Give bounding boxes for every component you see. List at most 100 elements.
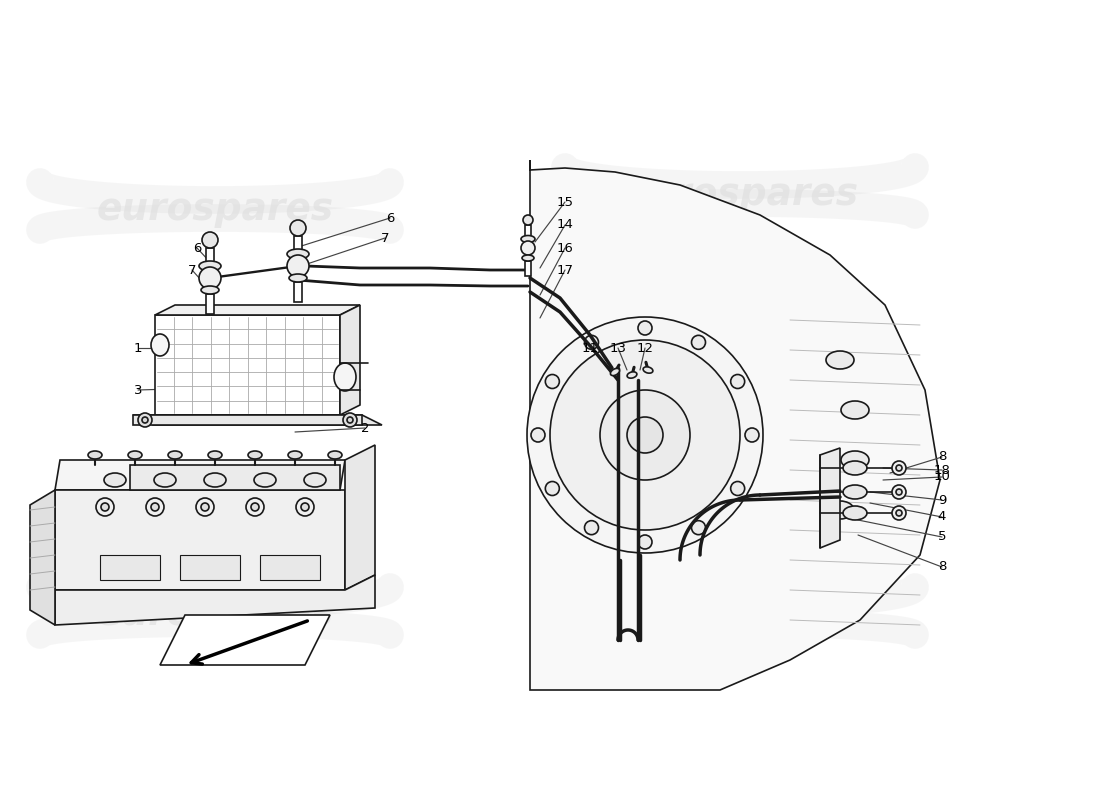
Circle shape [199, 267, 221, 289]
Text: 4: 4 [938, 510, 946, 523]
Ellipse shape [287, 249, 309, 259]
Bar [294, 282, 302, 302]
Circle shape [521, 241, 535, 255]
Text: eurospares: eurospares [621, 177, 859, 213]
Circle shape [546, 374, 559, 389]
Text: eurospares: eurospares [97, 192, 333, 228]
Circle shape [101, 503, 109, 511]
Text: 10: 10 [934, 470, 950, 483]
Ellipse shape [644, 367, 653, 373]
Circle shape [627, 417, 663, 453]
Ellipse shape [522, 255, 534, 261]
Circle shape [96, 498, 114, 516]
Circle shape [151, 503, 160, 511]
Ellipse shape [151, 334, 169, 356]
Polygon shape [340, 305, 360, 415]
Bar [206, 294, 214, 314]
Circle shape [896, 465, 902, 471]
Bar [155, 315, 340, 415]
Ellipse shape [842, 451, 869, 469]
Bar [133, 415, 362, 425]
Circle shape [550, 340, 740, 530]
Text: 3: 3 [134, 383, 142, 397]
Ellipse shape [334, 363, 356, 391]
Circle shape [301, 503, 309, 511]
Text: eurospares: eurospares [97, 597, 333, 633]
Polygon shape [155, 305, 360, 315]
Text: 14: 14 [557, 218, 573, 231]
Ellipse shape [328, 451, 342, 459]
Circle shape [896, 489, 902, 495]
Polygon shape [55, 490, 345, 590]
Circle shape [730, 374, 745, 389]
Text: 5: 5 [937, 530, 946, 543]
Circle shape [343, 413, 358, 427]
Circle shape [730, 482, 745, 495]
Polygon shape [820, 448, 840, 548]
Circle shape [892, 506, 906, 520]
Text: 6: 6 [192, 242, 201, 254]
Circle shape [522, 215, 534, 225]
Text: 13: 13 [609, 342, 627, 354]
Ellipse shape [254, 473, 276, 487]
Text: 17: 17 [557, 263, 573, 277]
Ellipse shape [168, 451, 182, 459]
Circle shape [246, 498, 264, 516]
Ellipse shape [154, 473, 176, 487]
Circle shape [692, 521, 705, 534]
Ellipse shape [88, 451, 102, 459]
Text: 15: 15 [557, 195, 573, 209]
Ellipse shape [204, 473, 226, 487]
Circle shape [638, 321, 652, 335]
Circle shape [142, 417, 148, 423]
Ellipse shape [104, 473, 126, 487]
Ellipse shape [826, 351, 854, 369]
Circle shape [584, 335, 598, 350]
Ellipse shape [201, 286, 219, 294]
Text: 9: 9 [938, 494, 946, 506]
Polygon shape [130, 465, 340, 490]
Ellipse shape [627, 372, 637, 378]
Bar [100, 555, 160, 580]
Ellipse shape [288, 451, 302, 459]
Bar [525, 225, 531, 239]
Bar [206, 248, 214, 266]
Ellipse shape [843, 461, 867, 475]
Circle shape [202, 232, 218, 248]
Text: 2: 2 [361, 422, 370, 434]
Circle shape [251, 503, 258, 511]
Circle shape [892, 485, 906, 499]
Ellipse shape [289, 274, 307, 282]
Circle shape [527, 317, 763, 553]
Text: 11: 11 [582, 342, 598, 354]
Circle shape [201, 503, 209, 511]
Bar [294, 236, 302, 254]
Ellipse shape [304, 473, 326, 487]
Text: 8: 8 [938, 561, 946, 574]
Circle shape [146, 498, 164, 516]
Polygon shape [345, 445, 375, 590]
Ellipse shape [842, 401, 869, 419]
Ellipse shape [248, 451, 262, 459]
Polygon shape [55, 575, 375, 625]
Bar [260, 555, 320, 580]
Circle shape [896, 510, 902, 516]
Ellipse shape [843, 506, 867, 520]
Circle shape [692, 335, 705, 350]
Circle shape [892, 461, 906, 475]
Ellipse shape [208, 451, 222, 459]
Ellipse shape [843, 485, 867, 499]
Text: 18: 18 [934, 463, 950, 477]
Ellipse shape [199, 261, 221, 271]
Circle shape [638, 535, 652, 549]
Ellipse shape [521, 235, 535, 242]
Circle shape [138, 413, 152, 427]
Bar [525, 261, 531, 276]
Polygon shape [30, 490, 55, 625]
Polygon shape [133, 415, 382, 425]
Circle shape [346, 417, 353, 423]
Ellipse shape [826, 501, 854, 519]
Text: 12: 12 [637, 342, 653, 354]
Polygon shape [530, 160, 940, 690]
Circle shape [600, 390, 690, 480]
